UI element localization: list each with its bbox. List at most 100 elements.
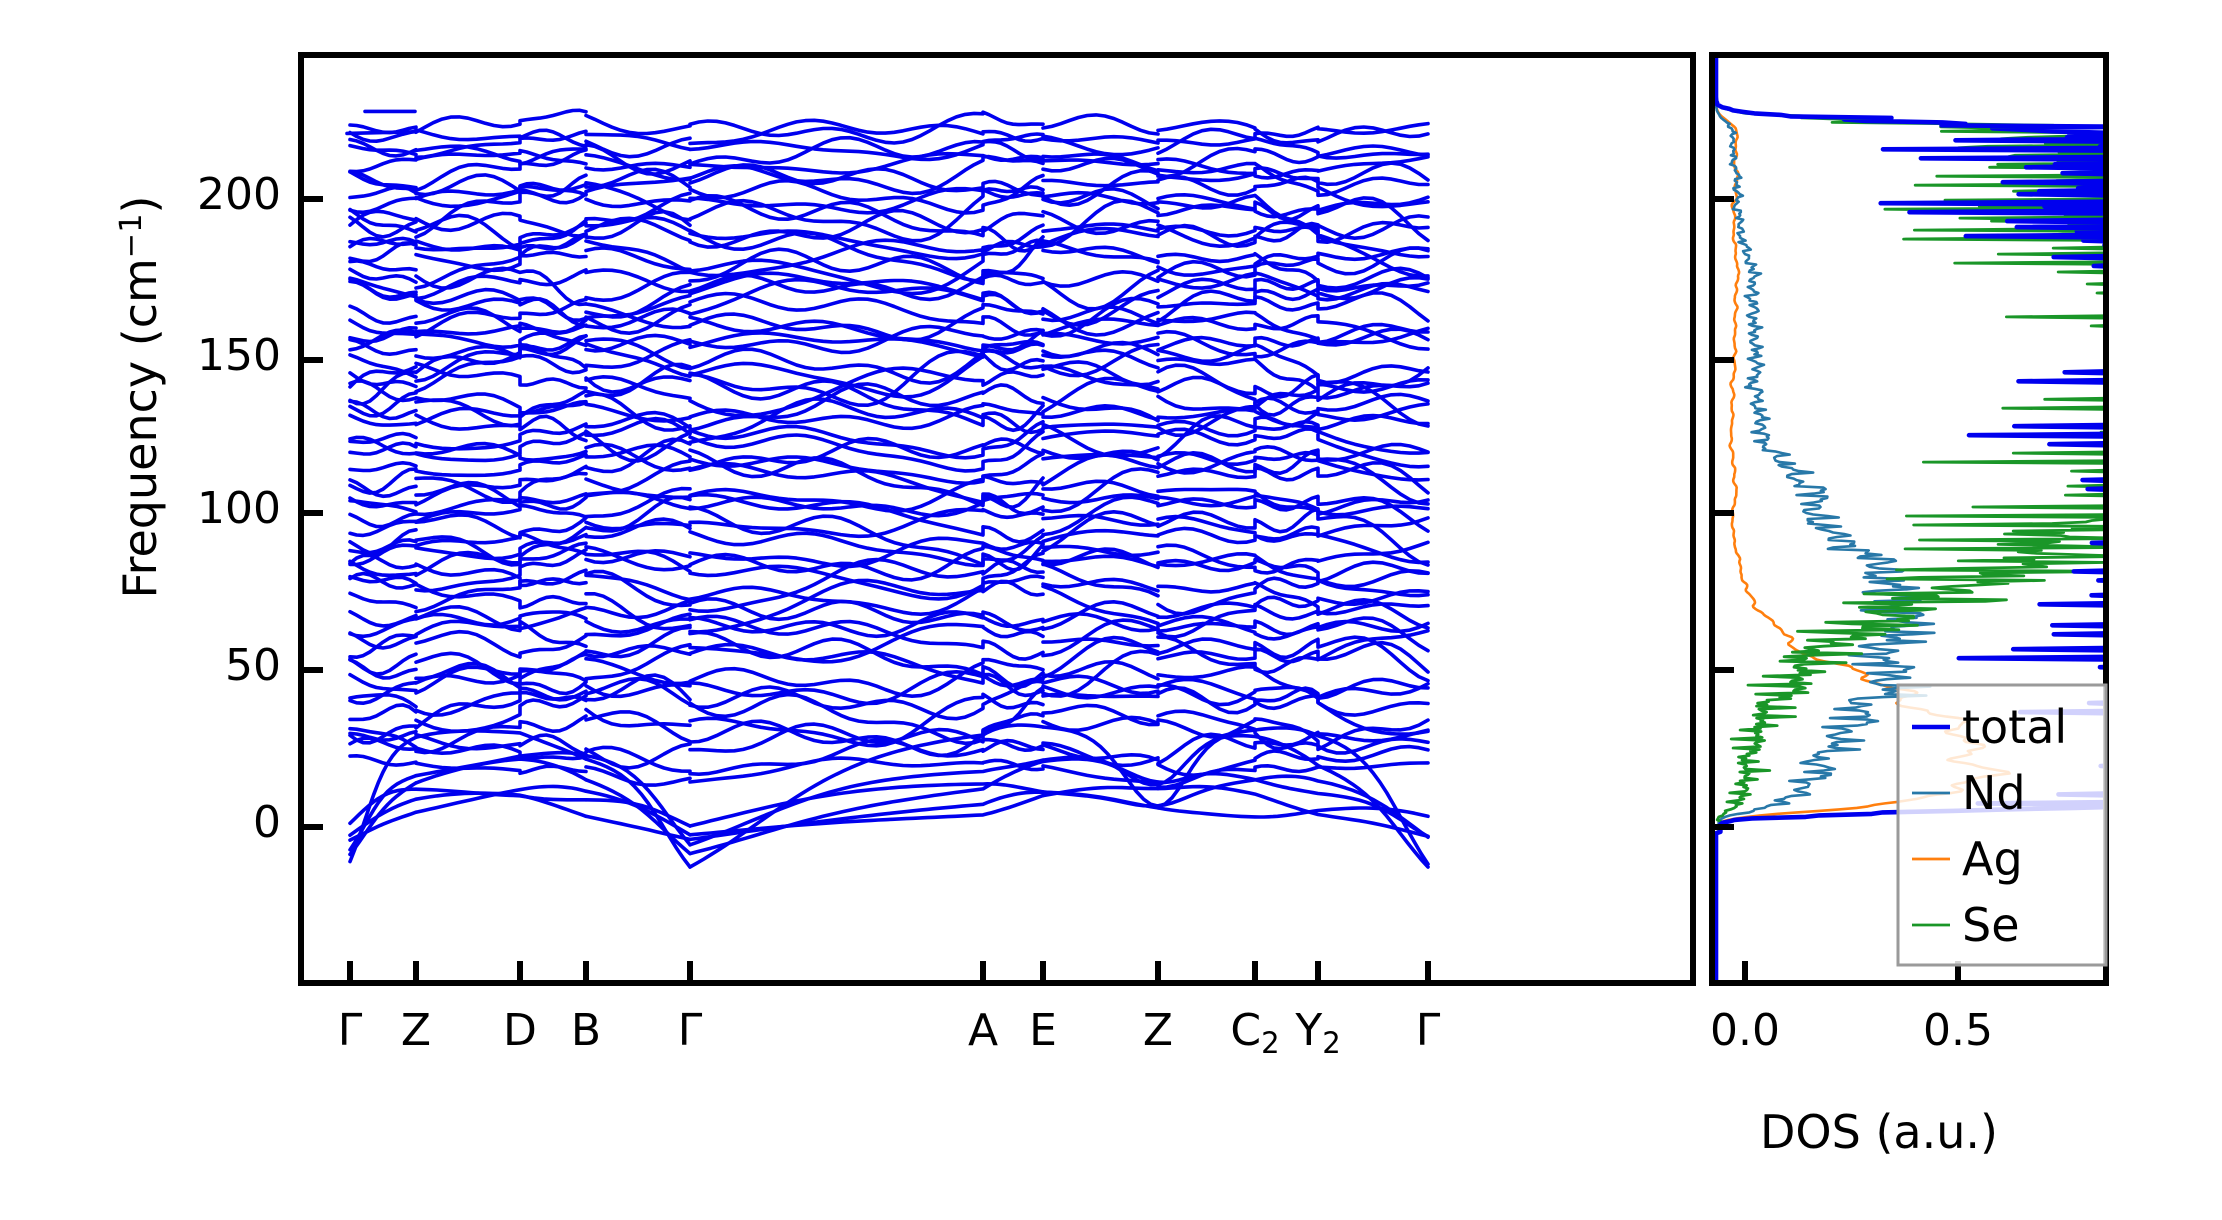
band-branch bbox=[414, 389, 588, 428]
band-branch bbox=[584, 617, 692, 634]
band-branch bbox=[348, 726, 418, 750]
band-branch bbox=[688, 657, 1045, 698]
band-branch bbox=[414, 321, 588, 348]
band-branch bbox=[1041, 637, 1160, 648]
band-branch bbox=[1041, 268, 1160, 311]
band-branch bbox=[1041, 743, 1160, 762]
band-branch bbox=[348, 633, 418, 659]
band-branch bbox=[348, 413, 418, 427]
band-branch bbox=[414, 413, 588, 443]
band-branch bbox=[688, 436, 1045, 473]
band-branch bbox=[414, 287, 588, 322]
band-branch bbox=[414, 148, 588, 166]
band-branch bbox=[584, 707, 692, 728]
acoustic-branch bbox=[584, 753, 692, 847]
band-branch bbox=[414, 568, 588, 614]
band-branch bbox=[688, 614, 1045, 661]
band-branch bbox=[1041, 674, 1160, 696]
band-branch bbox=[1156, 677, 1430, 711]
band-branch bbox=[1041, 660, 1160, 681]
acoustic-branch bbox=[688, 759, 1045, 856]
band-branch bbox=[584, 520, 692, 531]
band-branch bbox=[414, 503, 588, 524]
band-branch bbox=[414, 399, 588, 427]
band-branch bbox=[688, 194, 1045, 253]
band-branch bbox=[414, 610, 588, 627]
acoustic-branch bbox=[414, 750, 588, 778]
band-branch bbox=[414, 232, 588, 273]
band-branch bbox=[414, 464, 588, 504]
band-branch bbox=[688, 429, 1045, 473]
band-branch bbox=[1041, 113, 1160, 136]
band-branch bbox=[688, 622, 1045, 664]
y-tick-label: 200 bbox=[197, 169, 281, 220]
legend[interactable]: total Nd Ag Se bbox=[1896, 683, 2108, 967]
band-branch bbox=[584, 569, 692, 608]
band-branch bbox=[1156, 121, 1430, 155]
legend-label-se[interactable]: Se bbox=[1962, 898, 2020, 952]
band-branch bbox=[1041, 544, 1160, 558]
band-branch bbox=[1041, 510, 1160, 554]
band-branch bbox=[345, 130, 418, 136]
band-branch bbox=[1041, 562, 1160, 598]
band-branch bbox=[1156, 246, 1430, 280]
band-branch bbox=[414, 541, 588, 578]
band-branch bbox=[348, 519, 418, 538]
band-branch bbox=[1156, 635, 1430, 683]
band-branch bbox=[1156, 136, 1430, 160]
band-branch bbox=[348, 528, 418, 556]
x-tick-label: Z bbox=[1142, 1005, 1174, 1056]
acoustic-branch bbox=[414, 784, 588, 814]
band-panel-frame bbox=[298, 52, 1696, 986]
band-branch bbox=[348, 467, 418, 495]
band-branch bbox=[584, 136, 692, 159]
acoustic-branch bbox=[688, 782, 1045, 828]
band-branch bbox=[1156, 119, 1430, 145]
acoustic-branch bbox=[1156, 774, 1430, 839]
band-branch bbox=[414, 213, 588, 251]
band-branch bbox=[348, 137, 418, 158]
band-branch bbox=[584, 745, 692, 773]
acoustic-branch bbox=[414, 757, 588, 785]
band-branch bbox=[1156, 557, 1430, 598]
band-branch bbox=[348, 609, 418, 628]
band-branch bbox=[1156, 589, 1430, 639]
band-branch bbox=[348, 736, 418, 751]
legend-label-ag[interactable]: Ag bbox=[1962, 832, 2023, 886]
acoustic-branch bbox=[348, 797, 418, 837]
band-branch bbox=[688, 185, 1045, 243]
band-structure-curves bbox=[345, 108, 1430, 869]
band-branch bbox=[414, 211, 588, 238]
band-branch bbox=[1041, 340, 1160, 359]
band-branch bbox=[584, 676, 692, 707]
band-branch bbox=[688, 670, 1045, 706]
band-branch bbox=[584, 429, 692, 463]
band-branch bbox=[1041, 495, 1160, 537]
acoustic-branch bbox=[584, 789, 692, 837]
band-branch bbox=[584, 545, 692, 572]
band-branch bbox=[1041, 422, 1160, 430]
band-branch bbox=[1156, 427, 1430, 469]
band-branch bbox=[688, 349, 1045, 407]
band-branch bbox=[414, 441, 588, 462]
legend-label-total[interactable]: total bbox=[1962, 700, 2067, 754]
acoustic-branch bbox=[584, 814, 692, 842]
band-branch bbox=[584, 573, 692, 602]
band-branch bbox=[1156, 144, 1430, 179]
band-branch bbox=[688, 452, 1045, 485]
legend-label-nd[interactable]: Nd bbox=[1962, 766, 2026, 820]
acoustic-branch bbox=[688, 790, 1045, 842]
band-branch bbox=[688, 756, 1045, 784]
band-branch bbox=[414, 452, 588, 478]
band-branch bbox=[584, 113, 692, 136]
acoustic-branch bbox=[1041, 790, 1160, 810]
band-branch bbox=[414, 144, 588, 166]
dos-x-tick-label: 0.0 bbox=[1710, 1005, 1780, 1056]
band-branch bbox=[584, 710, 692, 744]
band-branch bbox=[1041, 703, 1160, 727]
x-tick-label: D bbox=[503, 1005, 537, 1056]
acoustic-branch bbox=[1156, 784, 1430, 839]
band-branch bbox=[414, 547, 588, 593]
